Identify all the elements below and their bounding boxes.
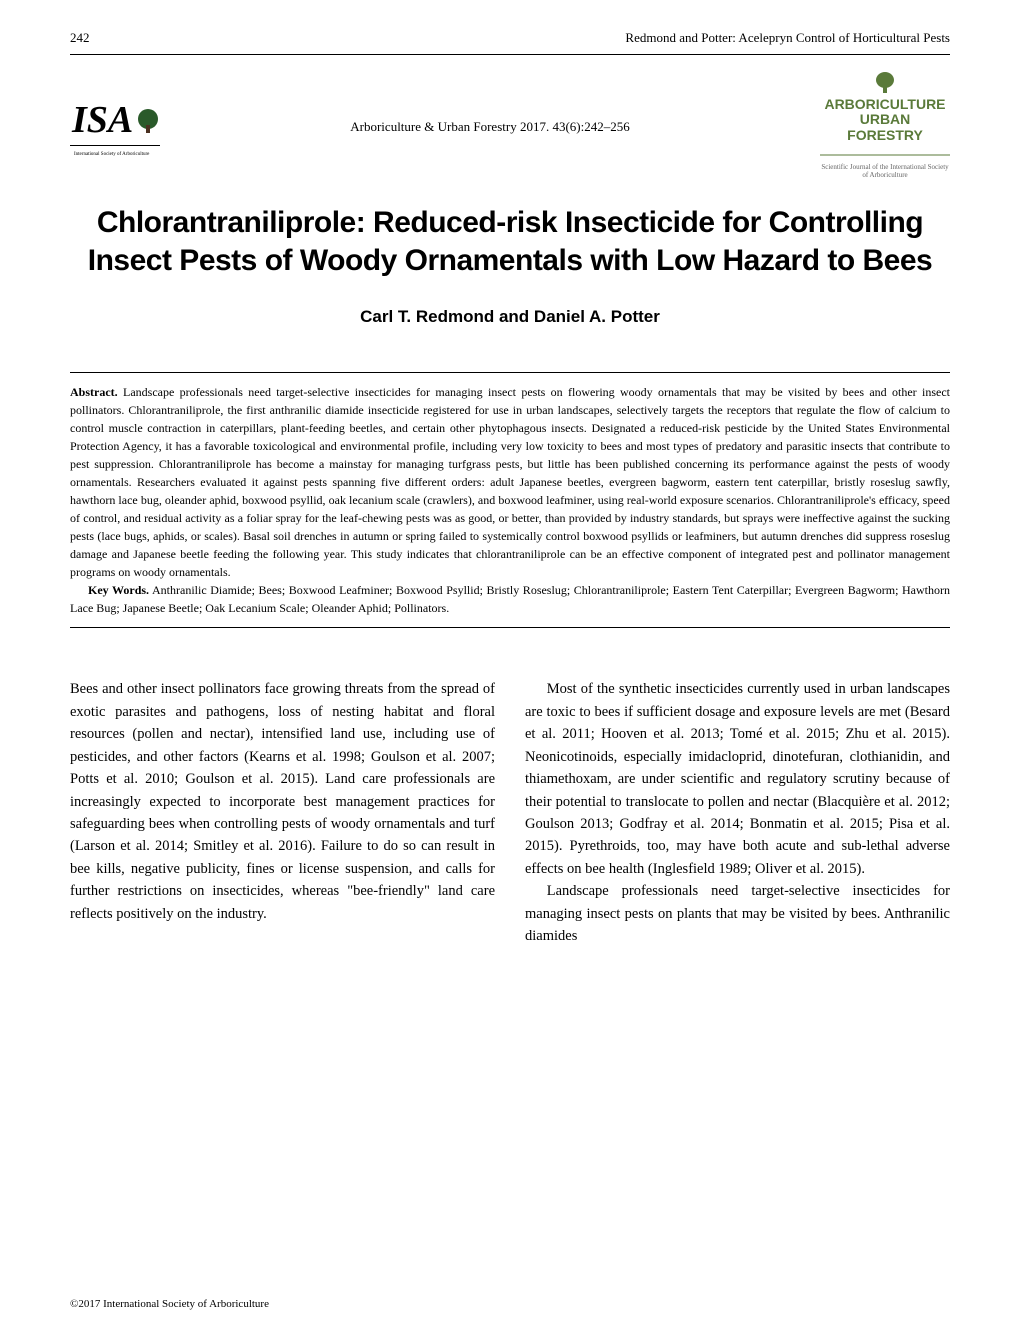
arb-logo-line1: ARBORICULTURE [820,97,950,112]
body-paragraph: Most of the synthetic insecticides curre… [525,678,950,880]
body-paragraph: Bees and other insect pollinators face g… [70,678,495,925]
journal-row: ISA International Society of Arboricultu… [70,70,950,179]
body-columns: Bees and other insect pollinators face g… [70,678,950,948]
page-number: 242 [70,30,90,46]
abstract-body: Landscape professionals need target-sele… [70,385,950,579]
arboriculture-logo: ARBORICULTURE URBAN FORESTRY Scientific … [820,70,950,179]
column-left: Bees and other insect pollinators face g… [70,678,495,948]
isa-logo: ISA International Society of Arboricultu… [70,87,160,162]
keywords-body: Anthranilic Diamide; Bees; Boxwood Leafm… [70,583,950,615]
svg-text:International Society of Arbor: International Society of Arboriculture [74,152,150,157]
svg-text:ISA: ISA [71,99,133,141]
keywords-label: Key Words. [88,583,149,597]
article-authors: Carl T. Redmond and Daniel A. Potter [70,307,950,327]
header-rule [70,54,950,55]
abstract-block: Abstract. Landscape professionals need t… [70,372,950,628]
arb-logo-line2: URBAN FORESTRY [820,112,950,143]
journal-citation: Arboriculture & Urban Forestry 2017. 43(… [160,114,820,135]
running-head: Redmond and Potter: Acelepryn Control of… [625,30,950,46]
keywords-paragraph: Key Words. Anthranilic Diamide; Bees; Bo… [70,581,950,617]
arb-logo-sub: Scientific Journal of the International … [820,163,950,179]
abstract-label: Abstract. [70,385,118,399]
abstract-paragraph: Abstract. Landscape professionals need t… [70,383,950,581]
copyright-footer: ©2017 International Society of Arboricul… [70,1298,269,1310]
column-right: Most of the synthetic insecticides curre… [525,678,950,948]
body-paragraph: Landscape professionals need target-sele… [525,880,950,947]
page-header: 242 Redmond and Potter: Acelepryn Contro… [70,30,950,46]
article-title: Chlorantraniliprole: Reduced-risk Insect… [70,204,950,279]
